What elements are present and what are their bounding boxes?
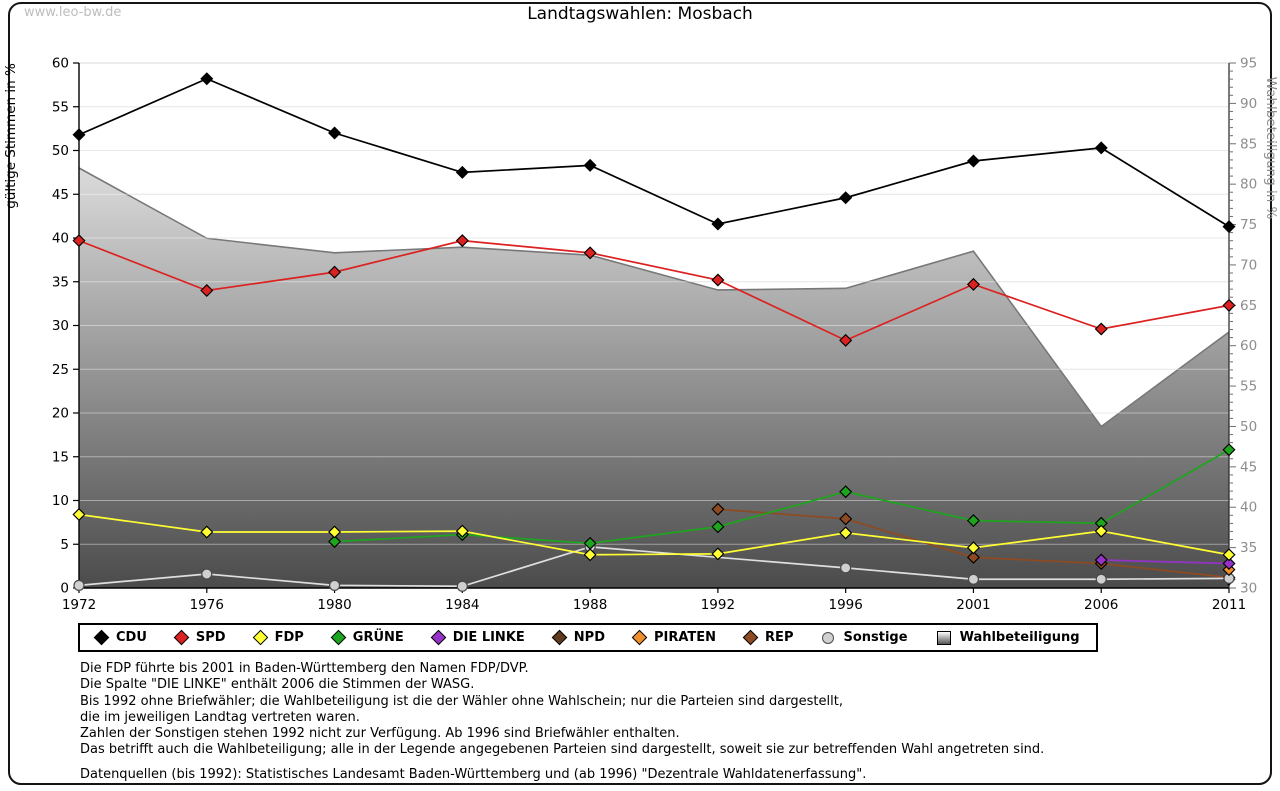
legend-label: FDP <box>274 630 304 645</box>
legend-label: Sonstige <box>843 630 908 645</box>
grüne-marker-icon <box>330 629 347 646</box>
svg-text:85: 85 <box>1240 136 1257 152</box>
svg-text:90: 90 <box>1240 96 1257 112</box>
svg-text:65: 65 <box>1240 298 1257 314</box>
svg-text:50: 50 <box>52 143 69 159</box>
svg-text:60: 60 <box>52 56 69 72</box>
svg-text:40: 40 <box>1240 500 1257 516</box>
svg-text:0: 0 <box>60 581 69 597</box>
svg-text:1992: 1992 <box>701 597 735 613</box>
legend-item-sonstige: Sonstige <box>822 630 908 645</box>
footnotes: Die FDP führte bis 2001 in Baden-Württem… <box>80 661 1044 783</box>
svg-text:gültige Stimmen in %: gültige Stimmen in % <box>3 63 19 209</box>
fdp-marker-icon <box>252 629 268 646</box>
legend-label: NPD <box>573 630 605 645</box>
svg-text:80: 80 <box>1240 177 1257 193</box>
footnote-line: Die FDP führte bis 2001 in Baden-Württem… <box>80 661 529 676</box>
svg-text:1988: 1988 <box>573 597 607 613</box>
die-linke-marker-icon <box>430 629 447 646</box>
footnote-gap <box>80 759 1044 767</box>
legend-item-die-linke: DIE LINKE <box>430 629 525 646</box>
wahlbeteiligung-marker-icon <box>936 630 951 645</box>
svg-text:1972: 1972 <box>62 597 96 613</box>
legend-item-cdu: CDU <box>93 629 147 646</box>
legend-label: PIRATEN <box>653 630 717 645</box>
svg-text:2006: 2006 <box>1084 597 1118 613</box>
svg-text:55: 55 <box>1240 379 1257 395</box>
svg-text:30: 30 <box>52 318 69 334</box>
footnote-line: Die Spalte "DIE LINKE" enthält 2006 die … <box>80 677 475 693</box>
legend-item-fdp: FDP <box>252 629 304 646</box>
svg-text:1984: 1984 <box>445 597 479 613</box>
svg-text:1980: 1980 <box>317 597 351 613</box>
svg-text:15: 15 <box>52 449 69 465</box>
svg-text:1976: 1976 <box>190 597 224 613</box>
svg-text:35: 35 <box>1240 540 1257 556</box>
legend-label: CDU <box>116 630 147 645</box>
svg-text:70: 70 <box>1240 257 1257 273</box>
election-chart: 0 5 10 15 20 25 30 35 40 45 50 55 60 30 35 40 45 50 55 60 65… <box>3 56 1279 614</box>
svg-text:35: 35 <box>52 274 69 290</box>
footnote-line: Bis 1992 ohne Briefwähler; die Wahlbetei… <box>80 693 843 709</box>
svg-text:75: 75 <box>1240 217 1257 233</box>
svg-text:50: 50 <box>1240 419 1257 435</box>
watermark: www.leo-bw.de <box>24 5 122 20</box>
sonstige-marker-icon <box>822 631 835 644</box>
rep-marker-icon <box>742 629 759 646</box>
svg-text:60: 60 <box>1240 338 1257 354</box>
legend-item-wahlbeteiligung: Wahlbeteiligung <box>936 630 1080 645</box>
npd-marker-icon <box>551 629 568 646</box>
svg-text:55: 55 <box>52 99 69 115</box>
legend-label: REP <box>765 630 794 645</box>
svg-text:45: 45 <box>1240 459 1257 475</box>
svg-text:1996: 1996 <box>828 597 862 613</box>
svg-text:2001: 2001 <box>956 597 990 613</box>
legend: CDU SPD FDP GRÜNE DIE LINKE NPD PIRATEN REP Sons… <box>78 623 1098 652</box>
svg-text:Wahlbeteiligung in %: Wahlbeteiligung in % <box>1263 77 1279 220</box>
legend-label: SPD <box>195 630 226 645</box>
legend-item-spd: SPD <box>173 629 226 646</box>
cdu-marker-icon <box>93 629 110 646</box>
piraten-marker-icon <box>631 629 648 646</box>
svg-text:20: 20 <box>52 406 69 422</box>
legend-item-grüne: GRÜNE <box>330 629 404 646</box>
svg-text:30: 30 <box>1240 581 1257 597</box>
legend-item-rep: REP <box>742 629 794 646</box>
legend-label: Wahlbeteiligung <box>959 630 1080 645</box>
footnote-line: die im jeweiligen Landtag vertreten ware… <box>80 709 360 725</box>
footnote-line: Das betrifft auch die Wahlbeteiligung; a… <box>80 742 1045 758</box>
footnote-line: Datenquellen (bis 1992): Statistisches L… <box>80 766 867 782</box>
legend-item-piraten: PIRATEN <box>631 629 717 646</box>
footnote-line: Zahlen der Sonstigen stehen 1992 nicht z… <box>80 726 680 742</box>
spd-marker-icon <box>173 629 190 646</box>
legend-label: DIE LINKE <box>452 630 525 645</box>
svg-text:10: 10 <box>52 493 69 509</box>
svg-text:5: 5 <box>60 537 69 553</box>
page-title: Landtagswahlen: Mosbach <box>527 4 753 24</box>
svg-text:45: 45 <box>52 187 69 203</box>
svg-text:95: 95 <box>1240 56 1257 72</box>
legend-item-npd: NPD <box>551 629 605 646</box>
legend-label: GRÜNE <box>352 630 404 645</box>
svg-text:2011: 2011 <box>1212 597 1246 613</box>
svg-text:40: 40 <box>52 231 69 247</box>
svg-text:25: 25 <box>52 362 69 378</box>
